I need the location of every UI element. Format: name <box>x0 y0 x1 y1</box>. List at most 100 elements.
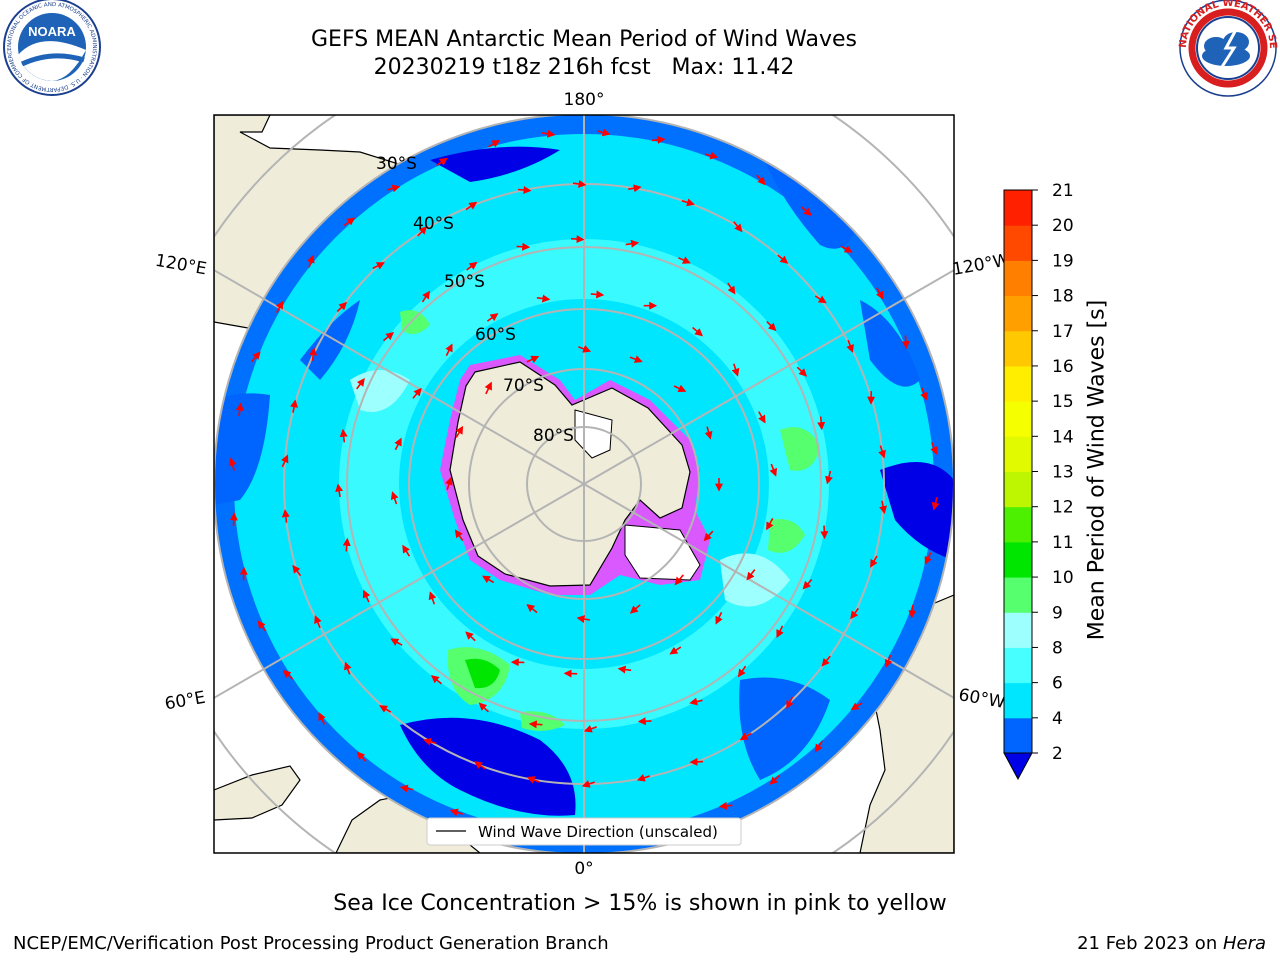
colorbar-bin <box>1004 471 1032 508</box>
antarctica-land <box>449 361 691 587</box>
wind-wave-arrow <box>335 483 344 498</box>
parallel-70s: 70°S <box>503 376 544 396</box>
wind-wave-arrow <box>362 589 371 603</box>
wind-wave-arrow <box>820 525 829 540</box>
wind-wave-arrow <box>920 387 928 401</box>
wind-wave-arrow <box>840 245 853 253</box>
wind-wave-arrow <box>382 331 395 342</box>
colorbar-tick-label: 21 <box>1052 181 1074 201</box>
wind-wave-arrow <box>901 335 910 350</box>
colorbar-bin <box>1004 717 1032 754</box>
meridian-180: 180° <box>564 90 605 110</box>
wind-wave-arrow <box>692 326 704 337</box>
parallel-60s: 60°S <box>475 325 516 345</box>
wind-wave-arrow <box>704 426 713 440</box>
colorbar-tick-label: 13 <box>1052 463 1074 483</box>
wind-wave-arrow <box>412 387 422 399</box>
wind-wave-arrow <box>402 544 411 557</box>
wind-wave-arrow <box>356 751 367 763</box>
wind-wave-arrow <box>777 254 789 264</box>
wind-wave-arrow <box>379 705 392 713</box>
wind-wave-arrow <box>466 261 478 271</box>
colorbar-tick-label: 15 <box>1052 392 1074 412</box>
wind-wave-arrow <box>796 366 808 377</box>
wind-wave-arrow <box>617 665 632 674</box>
wind-wave-arrow <box>576 615 591 624</box>
wind-wave-arrow <box>290 399 298 413</box>
colorbar-tick-label: 17 <box>1052 322 1074 342</box>
wind-wave-arrow <box>465 201 478 211</box>
wind-wave-arrow <box>484 381 492 395</box>
footer-branch: NCEP/EMC/Verification Post Processing Pr… <box>13 933 609 954</box>
wind-wave-arrow <box>482 575 495 584</box>
wind-wave-arrow <box>776 625 784 639</box>
wind-wave-arrow <box>814 295 827 304</box>
wind-wave-arrow <box>570 235 585 244</box>
wind-wave-arrow <box>343 217 356 227</box>
colorbar-bin <box>1004 577 1032 613</box>
wind-wave-arrow <box>421 290 430 303</box>
parallel-labels: 30°S 40°S 50°S 60°S 70°S 80°S <box>376 154 574 446</box>
parallel-40s: 40°S <box>413 214 454 234</box>
wind-wave-arrow <box>445 343 453 356</box>
wind-wave-arrow <box>678 256 691 264</box>
weddell-ice <box>624 524 701 581</box>
wind-wave-arrow <box>292 564 302 577</box>
nws-logo <box>1179 0 1277 97</box>
wind-wave-arrow <box>399 784 414 793</box>
footer-host: Hera <box>1222 933 1266 954</box>
wind-wave-arrow <box>878 445 886 459</box>
nws-ring-text: NATIONAL WEATHER SERVICE <box>0 0 1278 49</box>
colorbar-label: Mean Period of Wind Waves [s] <box>1084 299 1110 641</box>
wind-wave-arrow <box>746 569 756 581</box>
sea-ice-caption: Sea Ice Concentration > 15% is shown in … <box>333 891 947 916</box>
wind-wave-arrow <box>235 402 244 417</box>
wind-wave-arrow <box>756 174 766 186</box>
wind-wave-arrow <box>769 463 778 477</box>
colorbar-tick-label: 4 <box>1052 709 1063 729</box>
wind-wave-arrow <box>739 732 752 741</box>
footer-date: 21 Feb 2023 on Hera <box>1077 933 1266 954</box>
wind-wave-arrow <box>704 151 719 160</box>
colorbar-bin <box>1004 401 1032 437</box>
wind-wave-arrow <box>817 416 826 431</box>
wind-wave-arrow <box>758 411 766 424</box>
wind-wave-arrow <box>766 518 774 531</box>
wind-wave-arrow <box>715 612 723 625</box>
wind-wave-arrow <box>228 457 237 471</box>
wind-wave-arrow <box>449 808 464 817</box>
wind-wave-arrows <box>228 128 940 840</box>
wind-wave-arrow <box>801 206 812 216</box>
wind-wave-arrow <box>282 669 294 680</box>
wind-wave-arrow <box>390 638 403 646</box>
colorbar-tick-label: 8 <box>1052 638 1063 658</box>
wind-wave-arrow <box>517 186 532 194</box>
wind-wave-arrow <box>314 615 322 629</box>
parallel-80s: 80°S <box>533 426 574 446</box>
wind-wave-arrow <box>454 529 464 542</box>
map-frame <box>213 114 955 854</box>
wind-wave-arrow <box>669 646 682 655</box>
meridian-60e: 60°E <box>163 688 207 715</box>
wind-wave-arrow <box>309 347 318 361</box>
wind-wave-arrow <box>578 345 592 353</box>
wind-wave-arrow <box>336 301 348 313</box>
wind-wave-arrow <box>229 512 238 527</box>
wind-wave-arrow <box>870 555 878 568</box>
wind-wave-arrow <box>814 740 823 753</box>
wind-wave-arrow <box>516 242 531 251</box>
wind-wave-arrow <box>478 702 489 713</box>
colorbar-bin <box>1004 436 1032 472</box>
colorbar-bin <box>1004 506 1032 543</box>
wind-wave-arrow <box>930 442 938 455</box>
colorbar-bin <box>1004 647 1032 684</box>
wind-wave-arrow <box>825 470 833 485</box>
wind-wave-arrow <box>536 294 551 303</box>
colorbar-tick-label: 2 <box>1052 744 1063 764</box>
colorbar-tick-label: 16 <box>1052 357 1074 377</box>
wind-wave-arrow <box>275 300 284 313</box>
wind-wave-arrow <box>681 198 695 207</box>
wind-wave-arrow <box>737 665 747 678</box>
parallel-30s: 30°S <box>376 154 417 174</box>
